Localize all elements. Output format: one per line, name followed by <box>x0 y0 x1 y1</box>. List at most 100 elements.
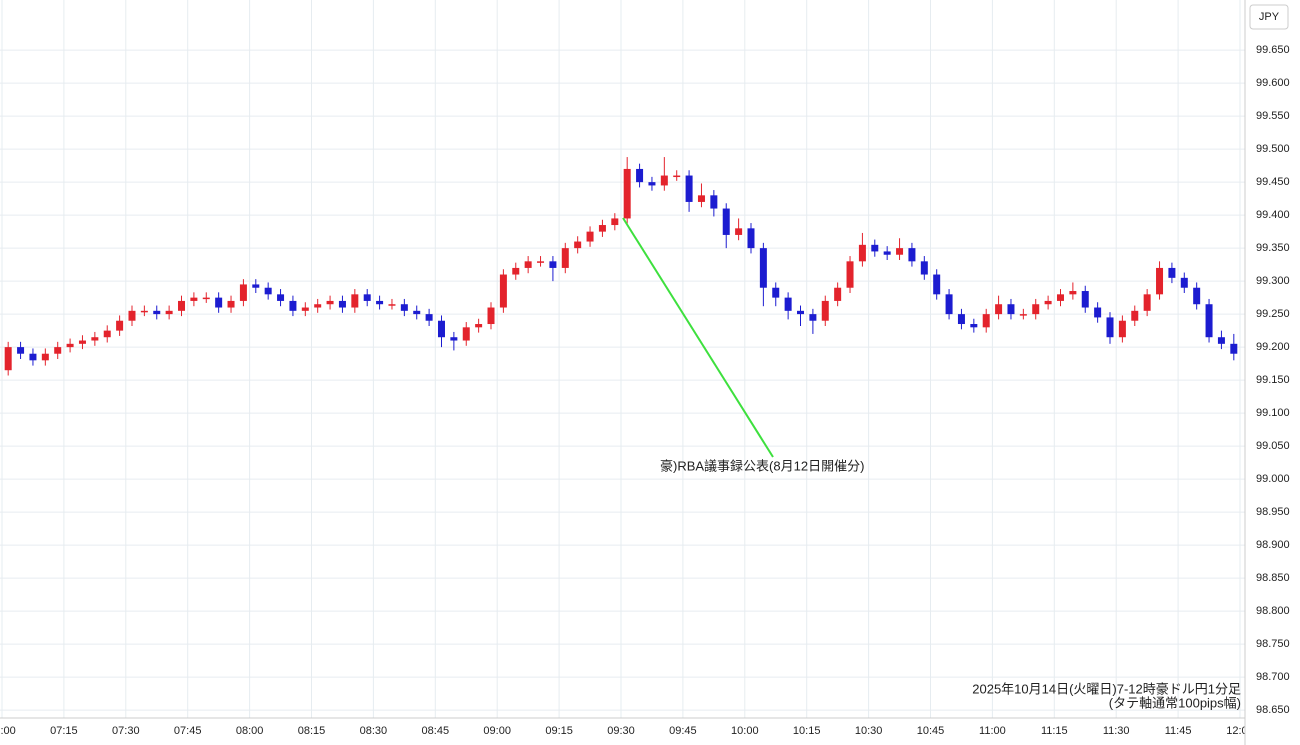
x-tick-label: 10:00 <box>731 725 759 737</box>
candle-body <box>277 294 285 301</box>
x-tick-label: 08:30 <box>360 725 388 737</box>
x-tick-label: 07:00 <box>0 725 16 737</box>
candle-body <box>499 274 507 308</box>
y-tick-label: 99.000 <box>1256 473 1290 485</box>
candle-body <box>710 195 718 209</box>
candle-body <box>289 300 297 311</box>
x-tick-label: 09:00 <box>483 725 511 737</box>
candle-body <box>475 324 483 328</box>
x-tick-label: 07:30 <box>112 725 140 737</box>
annotation: 豪)RBA議事録公表(8月12日開催分) <box>660 458 864 473</box>
y-axis: 98.650 98.700 98.750 98.800 98.850 98.900 98.9… <box>1256 44 1290 716</box>
candle-body <box>574 241 582 249</box>
candle-body <box>722 208 730 235</box>
candle-body <box>4 347 12 371</box>
candle-body <box>970 324 978 328</box>
candle-body <box>413 310 421 315</box>
y-tick-label: 99.500 <box>1256 143 1290 155</box>
candle-body <box>685 175 693 202</box>
candle-body <box>487 307 495 325</box>
candle-body <box>561 248 569 268</box>
candle-body <box>326 300 334 305</box>
candle-body <box>338 300 346 308</box>
candle-body <box>858 244 866 262</box>
candle-body <box>1032 304 1040 315</box>
candles-layer <box>4 157 1238 376</box>
annotation-line <box>622 217 774 458</box>
candle-body <box>648 182 656 186</box>
y-tick-label: 99.300 <box>1256 275 1290 287</box>
grid-layer <box>0 0 1245 718</box>
candle-body <box>215 297 223 308</box>
candle-body <box>797 310 805 315</box>
y-tick-label: 98.850 <box>1256 572 1290 584</box>
candle-body <box>611 218 619 226</box>
candle-body <box>660 175 668 186</box>
candle-body <box>1217 337 1225 344</box>
y-tick-label: 99.150 <box>1256 374 1290 386</box>
candle-body <box>190 297 198 301</box>
candle-body <box>821 300 829 321</box>
candle-body <box>301 307 309 311</box>
candle-body <box>598 225 606 232</box>
candle-body <box>995 304 1003 315</box>
candle-body <box>982 314 990 328</box>
candle-body <box>846 261 854 288</box>
x-tick-label: 07:15 <box>50 725 78 737</box>
candle-body <box>153 310 161 315</box>
x-tick-label: 09:15 <box>545 725 573 737</box>
candle-body <box>896 248 904 255</box>
candle-body <box>1007 304 1015 315</box>
x-tick-label: 11:00 <box>979 725 1006 737</box>
candle-body <box>1131 310 1139 321</box>
candle-body <box>425 314 433 321</box>
candle-body <box>1081 291 1089 308</box>
candle-body <box>29 353 37 361</box>
candle-body <box>1168 267 1176 278</box>
y-tick-label: 98.950 <box>1256 506 1290 518</box>
candle-body <box>735 228 743 235</box>
candle-body <box>957 314 965 325</box>
candle-body <box>920 261 928 275</box>
x-tick-label: 07:45 <box>174 725 202 737</box>
candle-body <box>945 294 953 315</box>
y-axis-panel <box>1245 0 1300 745</box>
candle-body <box>264 287 272 295</box>
candle-body <box>524 261 532 268</box>
x-tick-label: 11:15 <box>1041 725 1068 737</box>
candle-body <box>66 343 74 348</box>
candle-body <box>1056 294 1064 301</box>
candle-body <box>772 287 780 298</box>
y-tick-label: 98.650 <box>1256 704 1290 716</box>
y-tick-label: 98.800 <box>1256 605 1290 617</box>
candle-body <box>178 300 186 311</box>
y-tick-label: 99.450 <box>1256 176 1290 188</box>
candle-body <box>41 353 49 361</box>
candle-body <box>116 320 124 331</box>
candle-body <box>636 168 644 183</box>
candle-body <box>252 284 260 288</box>
candle-body <box>1069 291 1077 295</box>
candle-body <box>537 261 545 263</box>
candle-body <box>586 231 594 242</box>
x-tick-label: 09:45 <box>669 725 697 737</box>
candle-body <box>883 251 891 255</box>
candle-body <box>759 248 767 288</box>
candle-body <box>1106 317 1114 338</box>
y-tick-label: 99.100 <box>1256 407 1290 419</box>
candle-body <box>363 294 371 301</box>
candle-body <box>1205 304 1213 338</box>
y-tick-label: 99.200 <box>1256 341 1290 353</box>
y-tick-label: 98.900 <box>1256 539 1290 551</box>
x-axis: 07:00 07:15 07:30 07:45 08:00 08:15 08:30 08:45… <box>0 725 1254 737</box>
candle-body <box>834 287 842 301</box>
candle-body <box>933 274 941 295</box>
candle-body <box>54 347 62 354</box>
x-tick-label: 09:30 <box>607 725 635 737</box>
caption-line: 2025年10月14日(火曜日)7-12時豪ドル円1分足 <box>972 681 1241 696</box>
candle-body <box>78 340 86 344</box>
candle-body <box>1156 267 1164 295</box>
x-tick-label: 10:15 <box>793 725 821 737</box>
candle-body <box>1044 300 1052 305</box>
